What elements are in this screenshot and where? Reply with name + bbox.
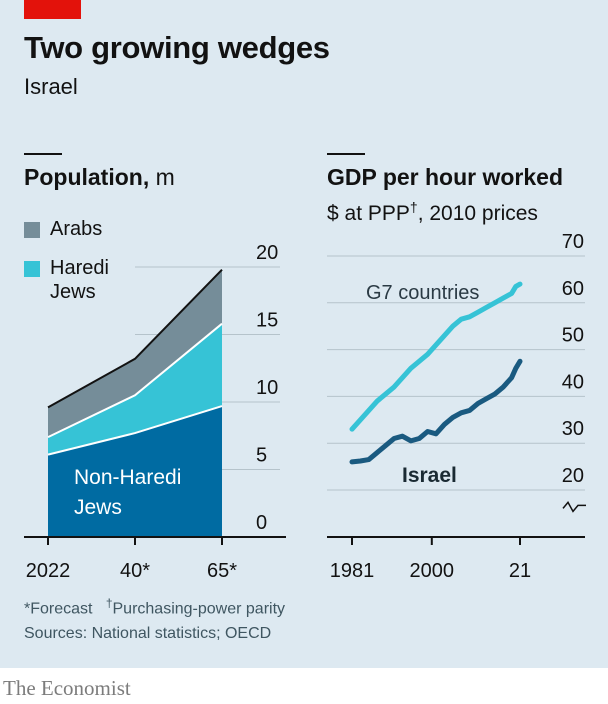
right-panel-rule [327, 153, 365, 155]
line-boundary-haredi [47, 322, 223, 439]
population-title-bold: Population, [24, 164, 150, 190]
pop-ytick-15: 15 [256, 310, 278, 332]
pop-xtick-0: 2022 [26, 560, 71, 582]
footnote-forecast-line: *Forecast †Purchasing-power parity [24, 596, 286, 618]
chart-panel: Two growing wedges Israel Population, m … [0, 0, 608, 668]
gdp-subtitle: $ at PPP†, 2010 prices [327, 199, 538, 225]
legend-swatch-arabs [24, 222, 40, 238]
population-chart: 0 5 10 15 20 2022 40* 65* Non-Haredi Jews [24, 242, 286, 582]
area-arabs [48, 269, 222, 438]
left-panel-rule [24, 153, 62, 155]
pop-xtick-2: 65* [207, 560, 237, 582]
non-haredi-label-line1: Non-Haredi [74, 466, 181, 489]
red-tag [24, 0, 81, 19]
legend-swatch-haredi [24, 261, 40, 277]
footnote-sources: Sources: National statistics; OECD [24, 625, 272, 642]
area-haredi [48, 323, 222, 455]
pop-ytick-10: 10 [256, 377, 278, 399]
legend-label-arabs: Arabs [50, 218, 103, 240]
line-total [47, 269, 223, 409]
pop-xtick-1: 40* [120, 560, 150, 582]
legend-label-haredi: Haredi Jews [50, 257, 109, 303]
line-boundary-non-haredi [47, 405, 223, 456]
non-haredi-label-line2: Jews [74, 496, 122, 519]
gdp-title: GDP per hour worked [327, 164, 564, 190]
area-non-haredi [48, 406, 222, 537]
population-title-unit: m [155, 164, 175, 190]
chart-subtitle: Israel [24, 74, 78, 99]
pop-ytick-5: 5 [256, 445, 267, 467]
population-title: Population, m [24, 164, 175, 191]
pop-ytick-20: 20 [256, 242, 278, 264]
chart-title: Two growing wedges [24, 30, 330, 65]
brand-wordmark: The Economist [3, 676, 131, 700]
pop-ytick-0: 0 [256, 512, 267, 534]
